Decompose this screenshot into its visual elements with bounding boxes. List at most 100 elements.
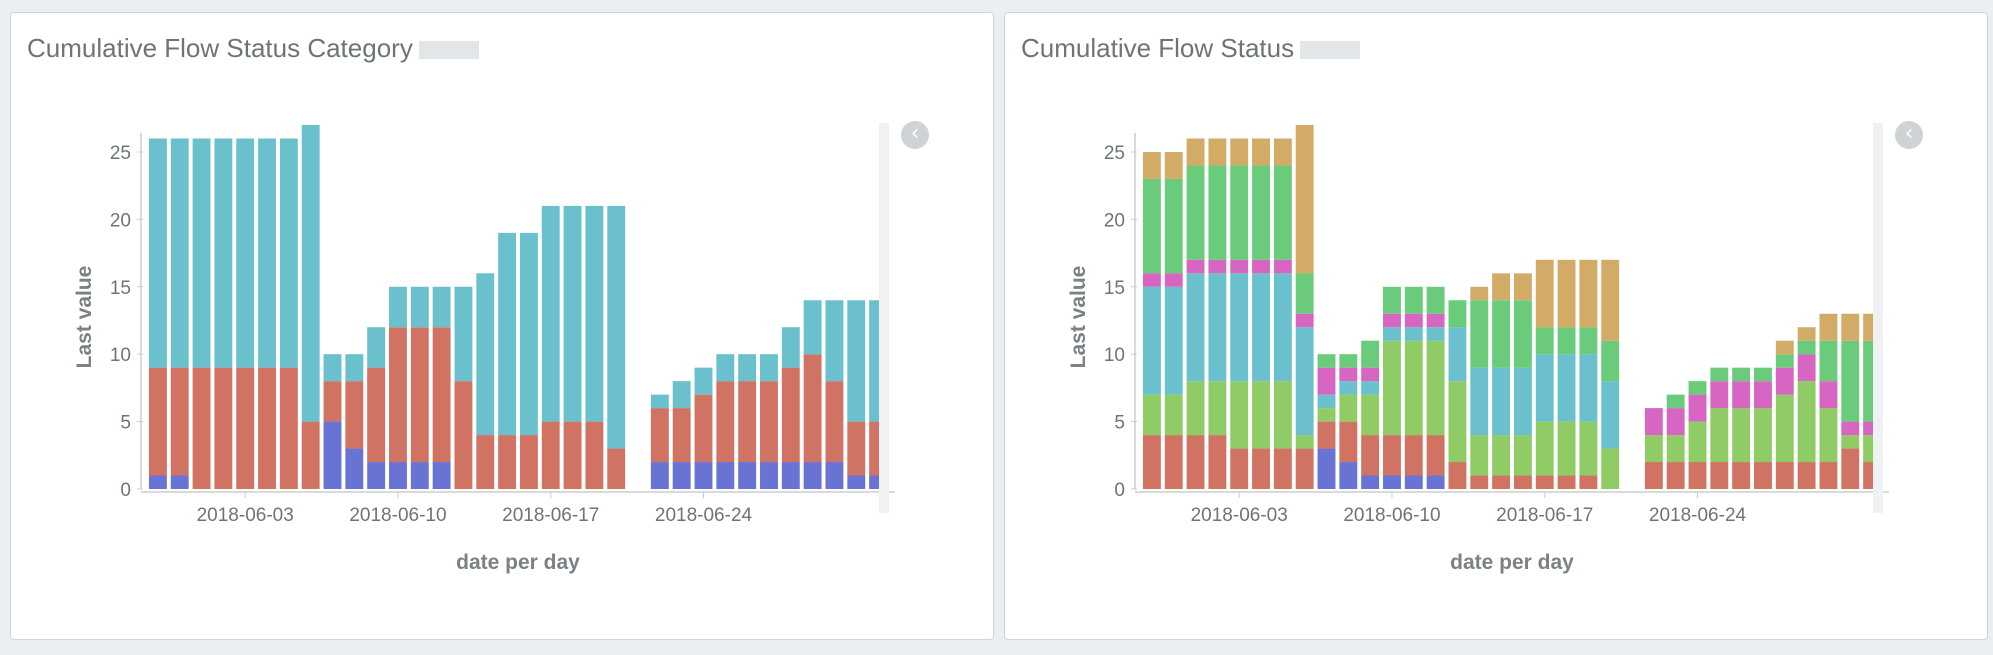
bar-segment (1557, 354, 1576, 422)
bar-segment (847, 421, 866, 476)
bar-segment (1448, 300, 1467, 328)
bar-segment (170, 138, 189, 368)
bar-segment (563, 205, 582, 422)
bar-segment (1688, 381, 1707, 395)
bar-segment (1535, 475, 1554, 489)
bar-segment (1448, 381, 1467, 463)
bar-segment (1317, 394, 1336, 409)
y-axis-title: Last value (1067, 266, 1090, 369)
bar-segment (1819, 340, 1838, 382)
bar-segment (1666, 462, 1685, 489)
bar-segment (1426, 435, 1445, 476)
bar-segment (1819, 313, 1838, 341)
bar-segment (345, 448, 364, 489)
bar-segment (410, 462, 429, 489)
bar-segment (1644, 462, 1663, 489)
bar-segment (1775, 340, 1794, 355)
bar-segment (1273, 259, 1292, 274)
bar-segment (1339, 394, 1358, 422)
bar-segment (1317, 408, 1336, 422)
x-tick-label: 2018-06-17 (1496, 505, 1593, 526)
bar-segment (1470, 435, 1489, 476)
bar-segment (1295, 435, 1314, 449)
bar-segment (650, 394, 669, 409)
bar-segment (1535, 354, 1554, 422)
bar-segment (1142, 394, 1161, 436)
chevron-left-icon[interactable]: ‹ (1895, 121, 1923, 149)
bar-segment (476, 435, 495, 489)
bar-segment (454, 286, 473, 382)
bar-segment (1230, 381, 1249, 449)
bar-segment (1666, 435, 1685, 463)
bar-segment (1383, 313, 1401, 328)
bar-segment (1470, 367, 1489, 436)
bar-segment (1142, 151, 1161, 179)
bar-segment (1535, 421, 1554, 476)
bar-segment (1208, 138, 1227, 166)
bar-segment (1317, 354, 1336, 368)
bar-segment (672, 408, 691, 463)
x-axis-title: date per day (456, 551, 580, 574)
bar-segment (1383, 340, 1401, 436)
bar-segment (607, 205, 626, 449)
bar-segment (367, 327, 386, 368)
bar-segment (1841, 448, 1860, 489)
y-tick-label: 20 (1104, 210, 1125, 231)
bar-segment (214, 138, 233, 368)
bar-segment (1208, 273, 1227, 382)
bar-segment (345, 354, 364, 382)
bar-segment (1426, 475, 1445, 489)
bar-segment (410, 327, 429, 463)
bar-segment (519, 435, 538, 489)
bar-segment (1644, 408, 1663, 436)
redacted-label (418, 41, 479, 60)
bar-segment (1754, 462, 1772, 489)
bar-segment (148, 475, 167, 489)
y-tick-label: 15 (1104, 278, 1125, 299)
bar-segment (1186, 435, 1205, 489)
bar-segment (1470, 300, 1489, 368)
bar-segment (1186, 165, 1205, 260)
bar-segment (716, 381, 735, 463)
bar-segment (1841, 340, 1860, 422)
bar-segment (1644, 435, 1663, 463)
bar-segment (607, 448, 626, 489)
bar-segment (1295, 327, 1314, 436)
bar-segment (694, 462, 713, 489)
bar-segment (1732, 381, 1751, 409)
y-tick-label: 0 (1114, 480, 1125, 501)
bar-segment (1666, 408, 1685, 436)
bar-segment (1164, 394, 1183, 436)
bar-segment (650, 462, 669, 489)
bar-segment (1186, 273, 1205, 382)
bar-segment (1775, 367, 1794, 395)
bar-segment (1819, 381, 1838, 409)
bar-segment (1339, 462, 1358, 489)
bar-segment (389, 327, 407, 463)
bar-segment (585, 421, 604, 489)
bar-segment (1383, 286, 1401, 314)
bar-segment (1579, 475, 1598, 489)
bar-segment (1295, 448, 1314, 489)
bar-segment (1404, 475, 1423, 489)
bar-segment (1252, 165, 1270, 260)
bar-segment (1339, 354, 1358, 368)
bar-segment (1710, 381, 1729, 409)
chart-panel-status: Cumulative Flow Status 0 5 10 15 20 25 2018-06… (1004, 12, 1988, 640)
bar-segment (694, 367, 713, 395)
bar-segment (738, 462, 757, 489)
bar-segment (694, 394, 713, 463)
chevron-left-icon[interactable]: ‹ (901, 121, 929, 149)
bar-segment (432, 462, 451, 489)
bar-segment (1252, 138, 1270, 166)
bar-segment (1470, 475, 1489, 489)
x-tick-label: 2018-06-03 (197, 505, 294, 526)
bar-segment (279, 367, 298, 489)
bar-segment (1492, 367, 1511, 436)
y-tick-label: 25 (1104, 143, 1125, 164)
redacted-label (1300, 41, 1361, 60)
bar-segment (1513, 475, 1532, 489)
bar-segment (1710, 408, 1729, 463)
bar-segment (1841, 421, 1860, 436)
bar-segment (1579, 259, 1598, 328)
